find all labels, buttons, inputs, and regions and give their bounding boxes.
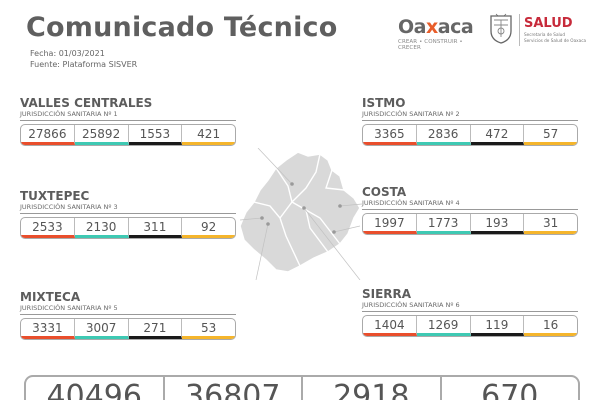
value-cell: 193 (470, 214, 525, 234)
value-cell: 16 (524, 316, 577, 336)
value-cell: 3365 (363, 125, 417, 145)
page-title: Comunicado Técnico (26, 12, 338, 43)
region-mixteca: MIXTECA JURISDICCIÓN SANITARIA Nº 5 3331… (20, 290, 236, 340)
value-cell: 2130 (74, 218, 129, 238)
region-jurisdiction: JURISDICCIÓN SANITARIA Nº 2 (362, 110, 578, 121)
value-cell: 92 (182, 218, 235, 238)
totals-row: 40496 36807 2918 670 (24, 375, 580, 400)
value-cell: 3331 (21, 319, 75, 339)
report-date: Fecha: 01/03/2021 (30, 49, 105, 58)
region-tuxtepec: TUXTEPEC JURISDICCIÓN SANITARIA Nº 3 253… (20, 189, 236, 239)
region-name: SIERRA (362, 287, 412, 301)
region-jurisdiction: JURISDICCIÓN SANITARIA Nº 4 (362, 199, 578, 210)
value-cell: 311 (128, 218, 183, 238)
logo-divider (519, 14, 520, 46)
value-cell: 271 (128, 319, 183, 339)
value-cell: 25892 (74, 125, 129, 145)
total-cell: 2918 (303, 377, 442, 400)
value-cell: 2836 (416, 125, 471, 145)
value-cell: 3007 (74, 319, 129, 339)
value-cell: 2533 (21, 218, 75, 238)
region-name: TUXTEPEC (20, 189, 90, 203)
value-cell: 1404 (363, 316, 417, 336)
total-cell: 40496 (26, 377, 165, 400)
value-cell: 27866 (21, 125, 75, 145)
total-cell: 670 (481, 379, 539, 400)
region-name: VALLES CENTRALES (20, 96, 153, 110)
value-cell: 472 (470, 125, 525, 145)
value-cell: 1997 (363, 214, 417, 234)
coat-of-arms-icon (490, 13, 512, 44)
region-name: COSTA (362, 185, 407, 199)
value-cell: 31 (524, 214, 577, 234)
region-jurisdiction: JURISDICCIÓN SANITARIA Nº 5 (20, 304, 236, 315)
value-cell: 53 (182, 319, 235, 339)
report-source: Fuente: Plataforma SISVER (30, 60, 138, 69)
value-cell: 1773 (416, 214, 471, 234)
salud-logo: SALUD Secretaría de Salud Servicios de S… (524, 16, 587, 43)
region-name: MIXTECA (20, 290, 81, 304)
region-name: ISTMO (362, 96, 406, 110)
value-cell: 1553 (128, 125, 183, 145)
value-cell: 1269 (416, 316, 471, 336)
region-costa: COSTA JURISDICCIÓN SANITARIA Nº 4 1997 1… (362, 185, 578, 235)
value-cell: 57 (524, 125, 577, 145)
oaxaca-logo: Oaxaca CREAR • CONSTRUIR • CRECER (398, 16, 474, 51)
region-istmo: ISTMO JURISDICCIÓN SANITARIA Nº 2 3365 2… (362, 96, 578, 146)
value-cell: 119 (470, 316, 525, 336)
region-jurisdiction: JURISDICCIÓN SANITARIA Nº 3 (20, 203, 236, 214)
total-cell: 36807 (165, 377, 303, 400)
value-cell: 421 (182, 125, 235, 145)
region-jurisdiction: JURISDICCIÓN SANITARIA Nº 1 (20, 110, 236, 121)
region-sierra: SIERRA JURISDICCIÓN SANITARIA Nº 6 1404 … (362, 287, 578, 337)
region-jurisdiction: JURISDICCIÓN SANITARIA Nº 6 (362, 301, 578, 312)
region-valles-centrales: VALLES CENTRALES JURISDICCIÓN SANITARIA … (20, 96, 236, 146)
oaxaca-map (239, 148, 363, 280)
